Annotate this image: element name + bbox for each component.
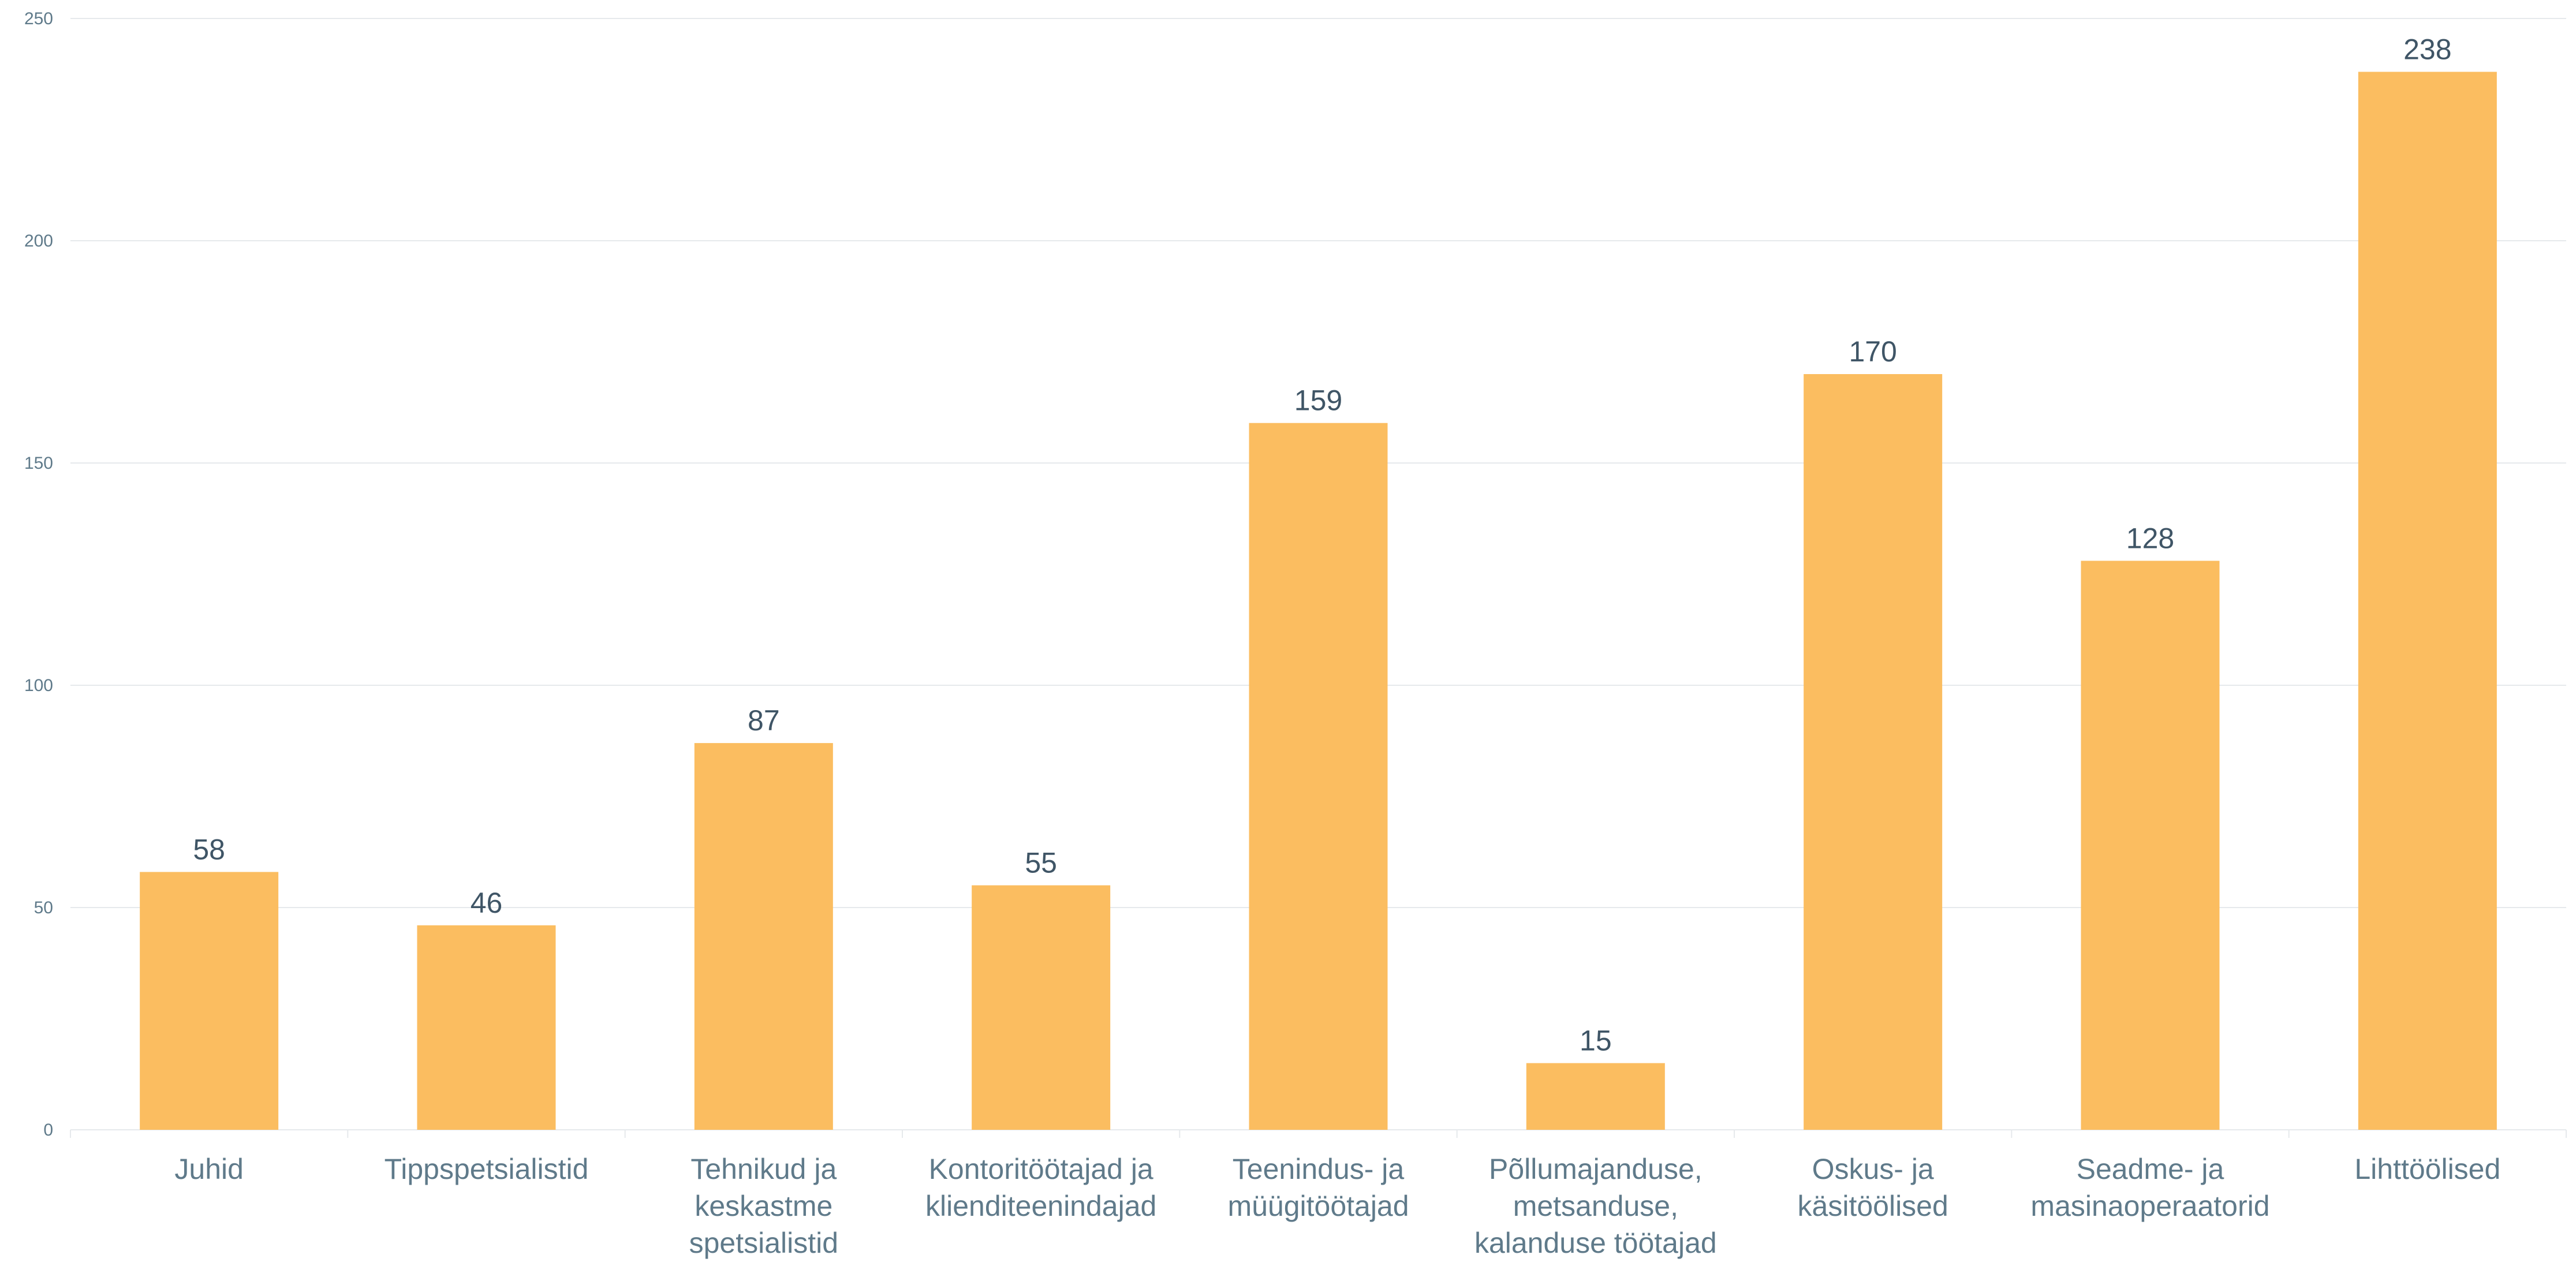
data-label: 15 (1580, 1025, 1612, 1057)
x-tick-label: Juhid (174, 1153, 244, 1185)
x-tick-label: Lihttöölised (2354, 1153, 2500, 1185)
x-tick-label: keskastme (695, 1190, 832, 1222)
data-labels: 58 46 87 55 159 15 170 128 238 (193, 33, 2451, 1056)
x-tick-label: metsanduse, (1513, 1190, 1678, 1222)
y-tick-label: 50 (34, 898, 53, 917)
data-label: 46 (471, 887, 503, 919)
bar (417, 925, 556, 1130)
x-tick-label: Teenindus- ja (1233, 1153, 1405, 1185)
x-tick-label: käsitöölised (1798, 1190, 1948, 1222)
x-tick-label: Seadme- ja (2077, 1153, 2224, 1185)
x-tick-label: Põllumajanduse, (1489, 1153, 1703, 1185)
y-tick-label: 0 (43, 1121, 53, 1140)
x-tick-label: klienditeenindajad (925, 1190, 1156, 1222)
x-tick-label: spetsialistid (689, 1227, 838, 1259)
bar (1249, 423, 1388, 1130)
data-label: 55 (1025, 847, 1057, 879)
x-tick-label: Tippspetsialistid (384, 1153, 589, 1185)
bar (2358, 72, 2497, 1130)
x-tick-label: Oskus- ja (1812, 1153, 1934, 1185)
x-tick-label: Kontoritöötajad ja (929, 1153, 1153, 1185)
y-tick-label: 200 (24, 232, 53, 251)
y-tick-label: 150 (24, 454, 53, 473)
x-tick-label: kalanduse töötajad (1474, 1227, 1717, 1259)
data-label: 159 (1294, 384, 1342, 417)
y-tick-label: 250 (24, 9, 53, 28)
bar (140, 872, 279, 1130)
bar (972, 885, 1111, 1130)
x-axis: Juhid Tippspetsialistid Tehnikud ja keskast… (70, 1130, 2567, 1259)
data-label: 170 (1849, 335, 1896, 368)
y-tick-label: 100 (24, 676, 53, 695)
data-label: 128 (2126, 522, 2174, 554)
bar (694, 743, 833, 1130)
bar (1526, 1063, 1665, 1130)
bar (1804, 374, 1943, 1130)
x-tick-label: masinaoperaatorid (2030, 1190, 2269, 1222)
data-label: 58 (193, 833, 225, 865)
bar (2081, 561, 2220, 1130)
data-label: 238 (2403, 33, 2451, 65)
bars (140, 72, 2497, 1130)
y-axis: 0 50 100 150 200 250 (24, 9, 53, 1140)
x-tick-label: müügitöötajad (1227, 1190, 1409, 1222)
data-label: 87 (748, 704, 780, 737)
x-tick-label: Tehnikud ja (690, 1153, 837, 1185)
